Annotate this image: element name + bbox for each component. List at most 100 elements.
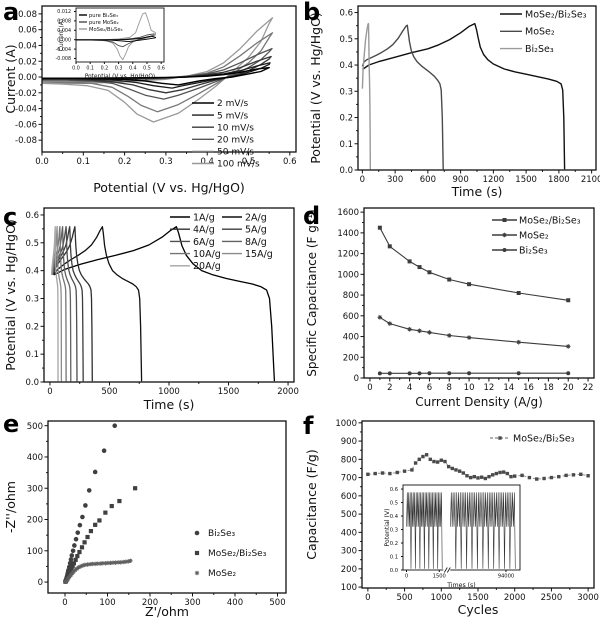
series-Bi₂Se₃ [361, 22, 371, 170]
svg-text:15A/g: 15A/g [245, 249, 273, 260]
svg-text:0.0: 0.0 [72, 66, 80, 72]
svg-text:-0.06: -0.06 [15, 120, 37, 130]
circle-marker [407, 371, 412, 376]
series-group [50, 226, 276, 382]
svg-text:16: 16 [523, 383, 534, 393]
svg-text:0.3: 0.3 [115, 66, 123, 72]
square-marker [502, 218, 507, 222]
square-marker [69, 566, 74, 572]
svg-text:6A/g: 6A/g [193, 237, 215, 248]
svg-text:0.1: 0.1 [86, 66, 94, 72]
svg-text:500: 500 [269, 598, 285, 608]
square-marker [402, 469, 407, 473]
square-marker [82, 540, 87, 545]
panel-f-cycling-chart: 0 500 1000 1500 2000 2500 3000 100 200 300 400 500 6… [300, 415, 600, 619]
square-marker [427, 270, 432, 275]
svg-text:0.0: 0.0 [35, 157, 49, 167]
svg-text:0.3: 0.3 [339, 87, 353, 97]
series-15A/g [51, 226, 63, 382]
svg-text:0.5: 0.5 [143, 66, 151, 72]
star-marker [565, 344, 571, 349]
square-marker [424, 453, 429, 457]
star-marker [516, 339, 521, 345]
svg-text:-0.08: -0.08 [15, 136, 37, 146]
circle-marker [417, 371, 422, 376]
svg-text:4A/g: 4A/g [193, 225, 215, 236]
svg-text:50 mV/s: 50 mV/s [217, 148, 254, 158]
chart-nyquist: 0 100 200 300 400 500 0 100 200 300 400 500 Z'/ohm -Z… [3, 420, 287, 619]
svg-text:0.0: 0.0 [25, 378, 39, 388]
y-axis: -0.008 -0.004 0.000 0.004 0.008 0.012 [56, 9, 76, 62]
svg-text:300: 300 [341, 547, 357, 557]
square-marker [75, 553, 80, 559]
y-axis-label: Potential (V) [384, 508, 391, 546]
circle-marker [80, 514, 85, 520]
svg-text:0: 0 [47, 387, 52, 397]
y-axis-label: Current (A) [59, 19, 65, 51]
square-marker [387, 244, 392, 249]
svg-text:1800: 1800 [548, 175, 570, 185]
circle-marker [92, 469, 98, 475]
square-marker [373, 471, 377, 476]
svg-text:400: 400 [341, 528, 357, 538]
square-marker [454, 468, 458, 472]
svg-text:0.3: 0.3 [390, 527, 398, 533]
svg-text:10 mV/s: 10 mV/s [217, 123, 254, 133]
square-marker [490, 473, 495, 477]
series-6A/g [51, 226, 78, 382]
square-marker [117, 498, 122, 504]
svg-text:20: 20 [563, 383, 574, 393]
series-pure Bi₂Se₃ [76, 35, 156, 43]
star-marker [502, 232, 507, 238]
circle-marker [101, 448, 107, 454]
svg-text:3000: 3000 [577, 593, 599, 603]
svg-text:2000: 2000 [277, 387, 299, 397]
x-axis: 0 100 200 300 400 500 [62, 593, 286, 608]
svg-text:14: 14 [503, 383, 514, 393]
svg-text:-0.008: -0.008 [56, 56, 71, 62]
svg-text:1000: 1000 [430, 593, 452, 603]
svg-text:20A/g: 20A/g [193, 261, 221, 272]
x-axis: 0.0 0.1 0.2 0.3 0.4 0.5 0.6 [35, 152, 297, 167]
series-group [377, 225, 571, 376]
svg-text:0.5: 0.5 [242, 157, 256, 167]
svg-text:0.1: 0.1 [339, 140, 353, 150]
y-axis: 0 200 400 600 800 1000 1200 1400 1600 [337, 208, 364, 384]
series-MoSe₂/Bi₂Se₃ [377, 225, 571, 303]
square-marker [476, 476, 480, 480]
svg-text:1500: 1500 [467, 593, 489, 603]
panel-f-label: f [303, 412, 314, 440]
star-marker [128, 558, 133, 563]
series-MoSe₂/Bi₂Se₃ [75, 12, 156, 61]
square-marker [450, 466, 455, 471]
square-marker [97, 518, 102, 523]
circle-marker [516, 371, 521, 376]
svg-text:MoSe₂/Bi₂Se₃: MoSe₂/Bi₂Se₃ [513, 433, 575, 444]
circle-marker [387, 371, 392, 376]
svg-text:200: 200 [341, 565, 357, 575]
svg-text:0.4: 0.4 [390, 514, 399, 520]
svg-text:0.4: 0.4 [25, 267, 39, 277]
square-marker [447, 277, 452, 282]
svg-text:4: 4 [407, 383, 412, 393]
svg-text:400: 400 [343, 333, 359, 343]
square-marker [505, 471, 510, 476]
x-axis: 0 300 600 900 1200 1500 1800 2100 [360, 170, 600, 185]
square-marker [520, 473, 524, 478]
svg-text:10A/g: 10A/g [193, 249, 221, 260]
svg-text:8: 8 [447, 383, 452, 393]
square-marker [557, 474, 561, 479]
svg-text:900: 900 [341, 437, 357, 447]
chart-cv-curves: 0.0 0.1 0.2 0.3 0.4 0.5 0.6-0.08-0.06-0.04-0.0… [3, 5, 297, 195]
svg-text:600: 600 [343, 312, 359, 322]
series-Bi₂Se₃ [377, 371, 571, 376]
svg-text:Bi₂Se₃: Bi₂Se₃ [525, 44, 554, 55]
svg-text:5A/g: 5A/g [245, 225, 267, 236]
svg-text:0.000: 0.000 [57, 37, 71, 43]
legend: Bi₂Se₃ MoSe₂/Bi₂Se₃ MoSe₂ [194, 529, 267, 579]
svg-text:0.2: 0.2 [25, 322, 39, 332]
square-marker [133, 486, 138, 491]
square-marker [487, 474, 491, 479]
